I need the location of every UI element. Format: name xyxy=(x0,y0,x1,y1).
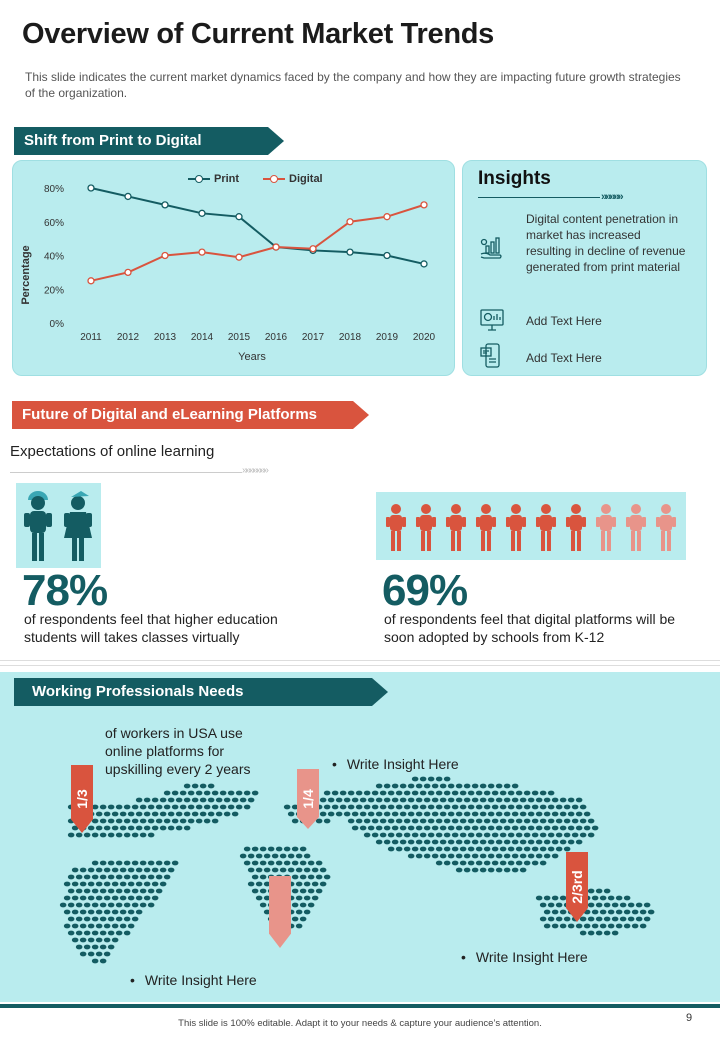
insight-text-1: Digital content penetration in market ha… xyxy=(526,212,686,274)
insight-bullet-2: Write Insight Here xyxy=(461,949,588,965)
growth-chart-hand-icon xyxy=(480,237,502,259)
y-tick-label: 40% xyxy=(44,252,64,263)
point-print xyxy=(383,251,391,260)
section-banner-print-digital: Shift from Print to Digital xyxy=(14,127,284,155)
y-axis-label: Percentage xyxy=(20,245,32,304)
person-icon xyxy=(596,504,616,551)
point-print xyxy=(124,192,132,201)
person-icon xyxy=(446,504,466,551)
legend-print: Print xyxy=(188,173,239,185)
person-icon xyxy=(476,504,496,551)
insights-panel xyxy=(462,160,707,376)
legend-print-swatch xyxy=(188,175,210,183)
x-tick-label: 2017 xyxy=(302,332,325,343)
point-digital xyxy=(309,245,317,253)
insight-bullet-3: Write Insight Here xyxy=(130,972,257,988)
point-digital xyxy=(383,213,391,221)
people-row-icon xyxy=(386,504,676,551)
world-map xyxy=(59,776,655,964)
point-digital xyxy=(124,268,132,277)
marker-two-thirds: 2/3rd xyxy=(566,852,588,922)
y-tick-label: 80% xyxy=(44,184,64,195)
point-print xyxy=(235,213,243,221)
person-icon xyxy=(626,504,646,551)
x-tick-label: 2016 xyxy=(265,332,288,343)
page-number: 9 xyxy=(686,1012,693,1024)
point-digital xyxy=(420,201,428,209)
point-digital xyxy=(235,253,243,261)
x-tick-label: 2018 xyxy=(339,332,362,343)
point-digital xyxy=(198,248,206,256)
y-tick-label: 0% xyxy=(50,319,65,330)
x-tick-label: 2015 xyxy=(228,332,251,343)
section-separator xyxy=(0,660,720,661)
person-icon xyxy=(656,504,676,551)
footer-note: This slide is 100% editable. Adapt it to… xyxy=(178,1018,542,1029)
workers-text: of workers in USA use online platforms f… xyxy=(105,725,251,777)
marker-one-fourth-label: 1/4 xyxy=(300,789,316,809)
point-digital xyxy=(346,218,354,226)
stat-value-78: 78% xyxy=(22,566,108,615)
footer-bar xyxy=(0,1004,720,1008)
point-digital xyxy=(272,243,280,251)
insights-arrows: »»»»» xyxy=(601,191,624,203)
chart-panel xyxy=(12,160,455,376)
page-title: Overview of Current Market Trends xyxy=(22,18,494,50)
x-tick-label: 2011 xyxy=(80,332,102,343)
students-icon xyxy=(24,491,92,561)
people-icon-box xyxy=(376,492,686,560)
y-tick-label: 20% xyxy=(44,285,64,296)
x-tick-label: 2020 xyxy=(413,332,436,343)
map-dots xyxy=(59,776,655,964)
legend-digital-label: Digital xyxy=(289,173,323,185)
point-print xyxy=(346,248,354,256)
person-icon xyxy=(566,504,586,551)
x-tick-label: 2019 xyxy=(376,332,399,343)
mobile-news-icon xyxy=(480,343,500,368)
marker-two-thirds-label: 2/3rd xyxy=(569,870,585,904)
section-banner-professionals: Working Professionals Needs xyxy=(14,678,388,706)
legend-digital-swatch xyxy=(263,175,285,183)
insights-title: Insights xyxy=(478,168,551,189)
page-subtitle: This slide indicates the current market … xyxy=(25,70,681,100)
x-tick-label: 2013 xyxy=(154,332,177,343)
students-icon-box xyxy=(16,483,101,568)
insights-divider xyxy=(478,197,600,198)
section-banner-elearning: Future of Digital and eLearning Platform… xyxy=(12,401,369,429)
point-print xyxy=(420,260,428,268)
marker-one-fourth: 1/4 xyxy=(297,769,319,829)
person-icon xyxy=(506,504,526,551)
expectations-divider xyxy=(10,472,242,473)
person-icon xyxy=(386,504,406,551)
y-tick-label: 60% xyxy=(44,218,64,229)
person-icon xyxy=(536,504,556,551)
marker-one-third-label: 1/3 xyxy=(74,789,90,809)
insight-bullet-1: Write Insight Here xyxy=(332,756,459,772)
x-axis-label: Years xyxy=(238,351,266,363)
point-digital xyxy=(161,251,169,260)
monitor-analytics-icon xyxy=(480,309,504,331)
stat-value-69: 69% xyxy=(382,566,468,615)
person-icon xyxy=(416,504,436,551)
stat-desc-69: of respondents feel that digital platfor… xyxy=(384,611,676,645)
section-separator-2 xyxy=(0,665,720,666)
expectations-arrows: »»»»»»» xyxy=(242,465,269,476)
marker-blank xyxy=(269,876,291,948)
series-line-print xyxy=(90,187,425,265)
stat-desc-78: of respondents feel that higher educatio… xyxy=(24,611,278,645)
point-print xyxy=(87,184,95,192)
insight-text-2: Add Text Here xyxy=(526,314,602,328)
series-line-digital xyxy=(90,203,425,282)
expectations-heading: Expectations of online learning xyxy=(10,443,215,460)
marker-one-third: 1/3 xyxy=(71,765,93,833)
legend-digital: Digital xyxy=(263,173,323,185)
point-digital xyxy=(87,277,95,285)
legend-print-label: Print xyxy=(214,173,240,185)
line-chart: 0% 20% 40% 60% 80% 2011 2012 2013 2014 2015 2016 20… xyxy=(20,184,436,363)
x-tick-label: 2014 xyxy=(191,332,214,343)
insight-text-3: Add Text Here xyxy=(526,351,602,365)
point-print xyxy=(198,209,206,217)
point-print xyxy=(161,201,169,209)
x-tick-label: 2012 xyxy=(117,332,140,343)
